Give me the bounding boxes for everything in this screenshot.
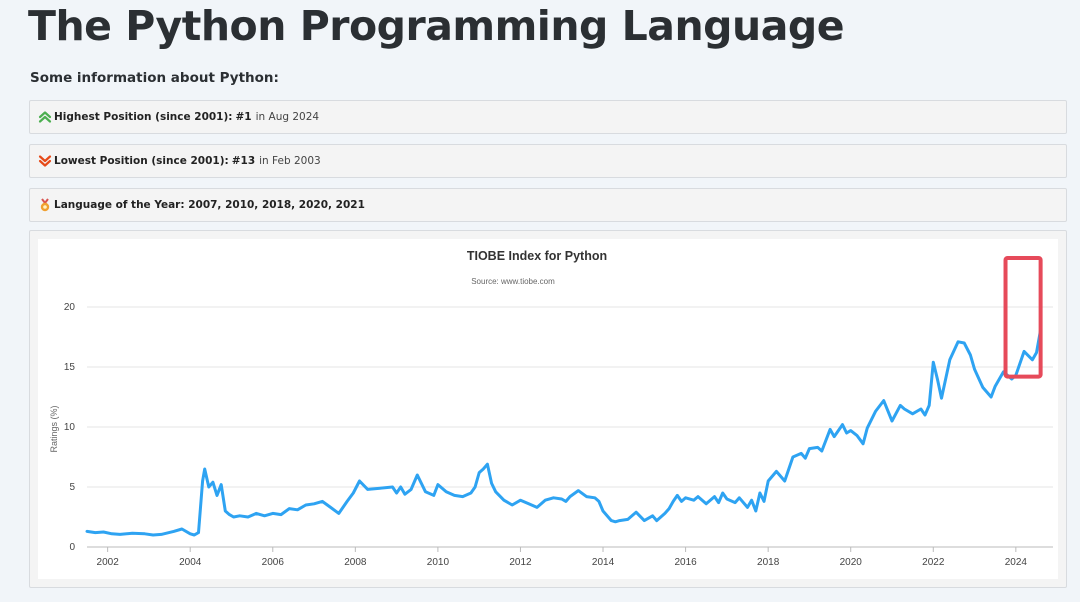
y-tick-label: 10 xyxy=(64,422,76,433)
info-label: Lowest Position (since 2001): xyxy=(54,155,229,167)
x-tick-label: 2004 xyxy=(179,557,202,568)
info-label: Language of the Year: 2007, 2010, 2018, … xyxy=(54,199,365,211)
chart-card: TIOBE Index for Python Source: www.tiobe… xyxy=(29,230,1067,588)
info-row-language-of-year: Language of the Year: 2007, 2010, 2018, … xyxy=(29,188,1067,222)
medal-ribbon xyxy=(41,198,49,205)
chart-area: TIOBE Index for Python Source: www.tiobe… xyxy=(38,239,1058,579)
double-chevron-up-shape xyxy=(38,111,52,123)
info-value: #1 xyxy=(235,111,252,123)
x-tick-label: 2014 xyxy=(592,557,615,568)
x-tick-label: 2008 xyxy=(344,557,367,568)
x-tick-label: 2012 xyxy=(509,557,532,568)
x-tick-label: 2016 xyxy=(674,557,697,568)
double-chevron-down-shape xyxy=(38,155,52,167)
double-chevron-up-icon xyxy=(38,111,52,123)
y-tick-label: 15 xyxy=(64,362,76,373)
highlight-box xyxy=(1003,256,1043,379)
x-tick-label: 2006 xyxy=(262,557,285,568)
medal-center xyxy=(43,205,47,209)
info-suffix: in Feb 2003 xyxy=(259,155,321,167)
x-tick-labels: 2002 2004 2006 2008 2010 2012 2014 2016 2018 2020… xyxy=(97,547,1028,568)
info-row-lowest-position: Lowest Position (since 2001): #13 in Feb… xyxy=(29,144,1067,178)
python-rating-line xyxy=(85,328,1043,537)
x-tick-label: 2010 xyxy=(427,557,450,568)
y-axis-label: Ratings (%) xyxy=(49,405,59,452)
x-tick-label: 2018 xyxy=(757,557,780,568)
y-tick-label: 0 xyxy=(69,542,75,553)
medal-icon xyxy=(40,198,50,212)
tiobe-chart: TIOBE Index for Python Source: www.tiobe… xyxy=(49,249,1053,568)
y-tick-labels: 0 5 10 15 20 xyxy=(64,302,76,553)
highlight-group xyxy=(1003,256,1043,379)
x-tick-label: 2020 xyxy=(840,557,863,568)
page-title: The Python Programming Language xyxy=(28,2,845,50)
grid-lines xyxy=(87,306,1053,548)
info-value: #13 xyxy=(231,155,256,167)
info-suffix: in Aug 2024 xyxy=(255,111,320,123)
chart-title: TIOBE Index for Python xyxy=(467,249,607,263)
series-group xyxy=(85,328,1043,537)
x-tick-label: 2022 xyxy=(922,557,945,568)
chart-subtitle: Source: www.tiobe.com xyxy=(471,277,555,286)
x-tick-label: 2002 xyxy=(97,557,120,568)
info-row-highest-position: Highest Position (since 2001): #1 in Aug… xyxy=(29,100,1067,134)
info-label: Highest Position (since 2001): xyxy=(54,111,233,123)
x-tick-label: 2024 xyxy=(1005,557,1028,568)
info-heading: Some information about Python: xyxy=(30,70,279,86)
y-tick-label: 5 xyxy=(69,482,75,493)
y-tick-label: 20 xyxy=(64,302,76,313)
double-chevron-down-icon xyxy=(38,155,52,167)
